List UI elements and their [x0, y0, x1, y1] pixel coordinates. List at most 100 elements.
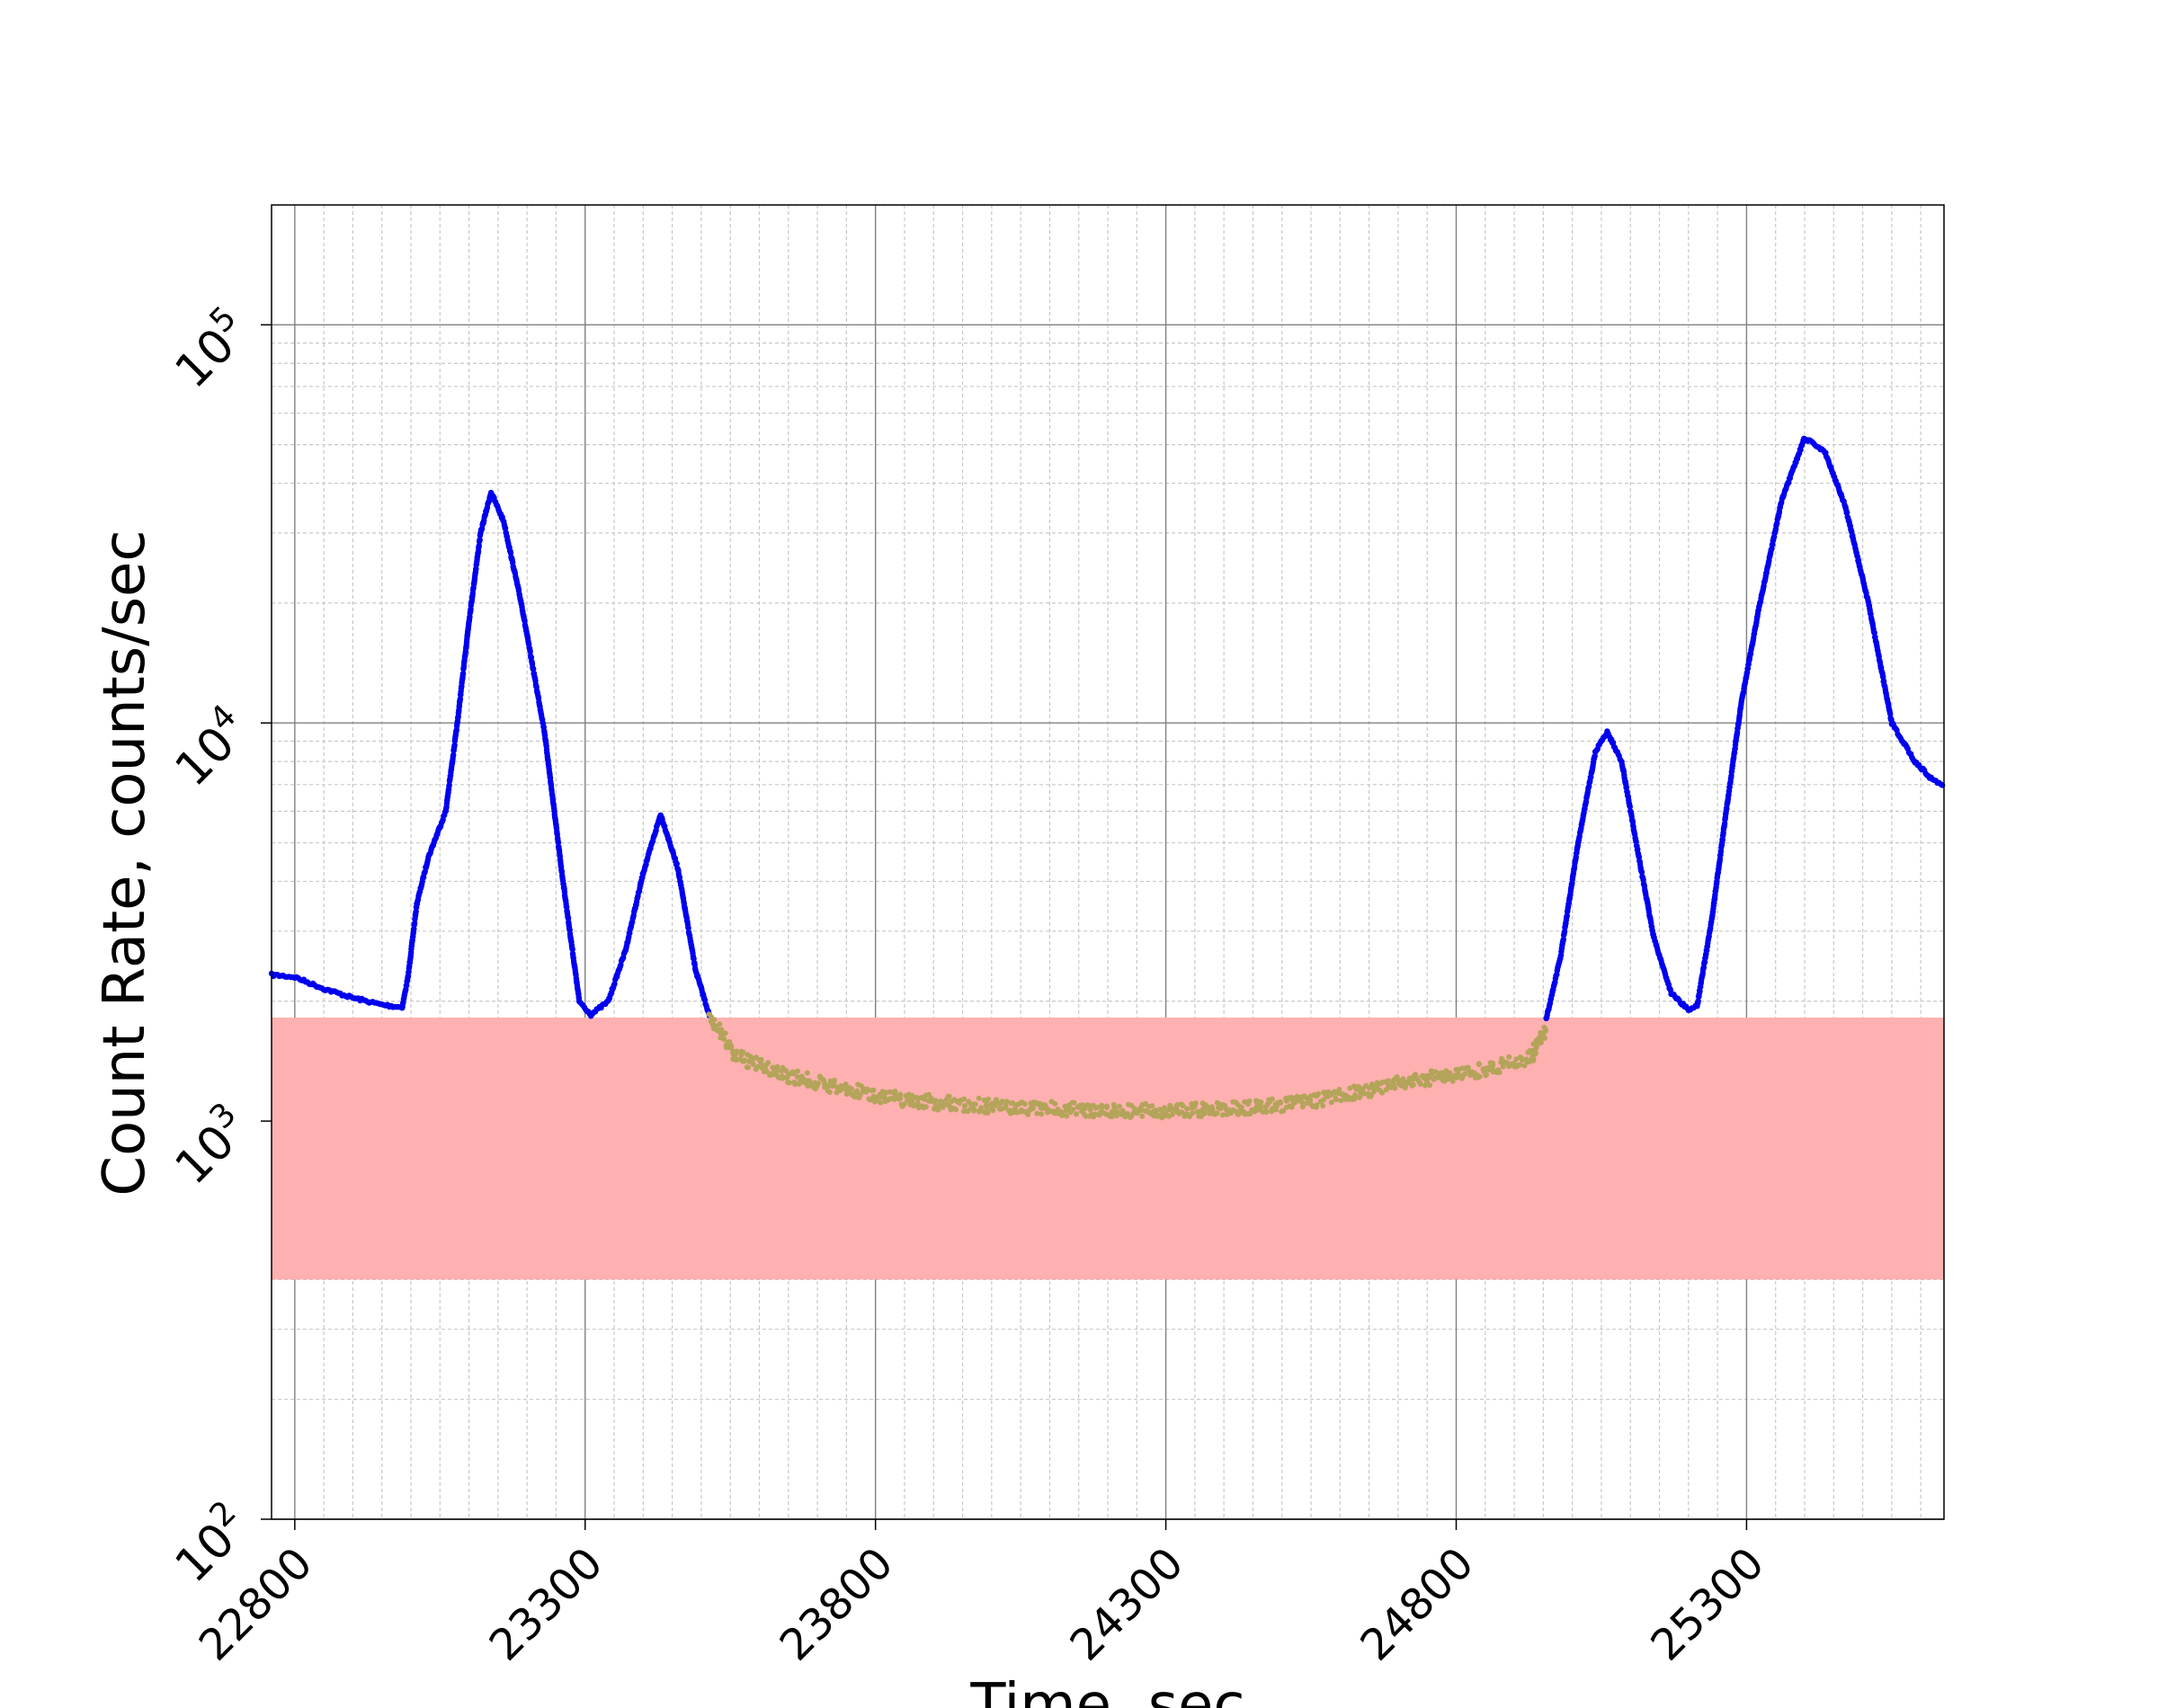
data-point	[878, 1099, 884, 1106]
data-point	[786, 1080, 792, 1086]
data-point	[728, 1045, 735, 1051]
data-point	[946, 1093, 952, 1099]
data-point	[1238, 1104, 1244, 1110]
data-point	[985, 1096, 992, 1102]
data-points	[268, 435, 1946, 1121]
data-point	[1139, 1113, 1146, 1119]
data-point	[774, 1067, 780, 1073]
data-point	[795, 1068, 800, 1074]
data-point	[507, 549, 514, 556]
data-point	[972, 1101, 978, 1108]
data-point	[1542, 1028, 1548, 1035]
data-point	[1517, 1062, 1523, 1068]
data-point	[711, 1017, 718, 1023]
data-point	[792, 1081, 798, 1088]
data-point	[1094, 1104, 1100, 1110]
data-point	[1333, 1097, 1339, 1103]
data-point	[1278, 1099, 1284, 1106]
data-point	[1392, 1085, 1398, 1091]
data-point	[1021, 1101, 1028, 1108]
data-point	[451, 742, 458, 749]
data-point	[897, 1096, 904, 1101]
data-point	[1180, 1103, 1186, 1108]
data-point	[822, 1084, 827, 1090]
data-point	[1627, 804, 1634, 810]
data-point	[1496, 1069, 1503, 1075]
data-point	[1259, 1104, 1264, 1110]
data-point	[1291, 1100, 1297, 1106]
data-point	[477, 537, 483, 543]
data-point	[1064, 1113, 1070, 1119]
data-point	[1538, 1039, 1544, 1045]
data-point	[1012, 1105, 1019, 1111]
data-point	[1328, 1099, 1334, 1106]
data-point	[1263, 1108, 1270, 1115]
data-point	[1113, 1113, 1119, 1119]
series-2	[706, 1011, 1548, 1121]
data-point	[1347, 1085, 1353, 1091]
data-point	[1352, 1092, 1359, 1098]
data-point	[1406, 1075, 1413, 1081]
data-point	[1361, 1090, 1368, 1097]
data-point	[1114, 1108, 1120, 1115]
data-point	[1321, 1097, 1327, 1103]
data-point	[734, 1048, 740, 1054]
data-point	[1003, 1103, 1009, 1109]
data-point	[1844, 510, 1850, 516]
data-point	[1521, 1063, 1528, 1069]
data-point	[870, 1087, 877, 1093]
data-point	[1111, 1105, 1118, 1111]
data-point	[1314, 1102, 1320, 1108]
data-point	[990, 1108, 996, 1114]
data-point	[1449, 1078, 1456, 1084]
data-point	[1410, 1081, 1416, 1088]
data-point	[971, 1108, 977, 1114]
data-point	[1427, 1082, 1433, 1089]
data-point	[1289, 1104, 1295, 1110]
data-point	[1149, 1103, 1155, 1109]
data-point	[953, 1107, 959, 1113]
data-point	[1059, 1112, 1066, 1117]
data-point	[1258, 1099, 1264, 1106]
data-point	[1214, 1110, 1220, 1116]
data-point	[976, 1095, 982, 1101]
data-point	[527, 648, 533, 655]
data-point	[1592, 752, 1598, 760]
data-point	[1320, 1103, 1326, 1108]
data-point	[804, 1070, 810, 1076]
data-point	[742, 1057, 748, 1063]
data-point	[1157, 1107, 1164, 1113]
data-point	[1191, 1103, 1198, 1109]
data-point	[816, 1081, 822, 1086]
data-point	[1483, 1072, 1489, 1079]
data-point	[1280, 1108, 1286, 1114]
data-point	[932, 1098, 939, 1104]
data-point	[1117, 1103, 1122, 1109]
data-point	[1336, 1087, 1342, 1092]
data-point	[1462, 1071, 1467, 1077]
y-axis-title: Count Rate, counts/sec	[92, 529, 158, 1196]
data-point	[909, 1099, 915, 1105]
data-point	[961, 1103, 968, 1109]
data-point	[1052, 1100, 1058, 1107]
data-point	[831, 1077, 837, 1083]
data-point	[794, 1073, 800, 1080]
data-point	[569, 946, 575, 953]
data-point	[673, 860, 680, 867]
data-point	[1530, 1055, 1537, 1062]
data-point	[531, 666, 537, 672]
data-point	[1143, 1100, 1148, 1107]
data-point	[1307, 1097, 1314, 1103]
data-point	[1104, 1105, 1110, 1110]
data-point	[1490, 1063, 1496, 1069]
data-point	[1638, 869, 1645, 876]
data-point	[1153, 1108, 1159, 1113]
data-point	[1298, 1099, 1305, 1105]
data-point	[1476, 1073, 1483, 1080]
data-point	[1386, 1078, 1392, 1084]
data-point	[1003, 1099, 1010, 1105]
data-point	[1025, 1111, 1031, 1117]
data-point	[1533, 1045, 1539, 1051]
data-point	[1400, 1076, 1406, 1082]
